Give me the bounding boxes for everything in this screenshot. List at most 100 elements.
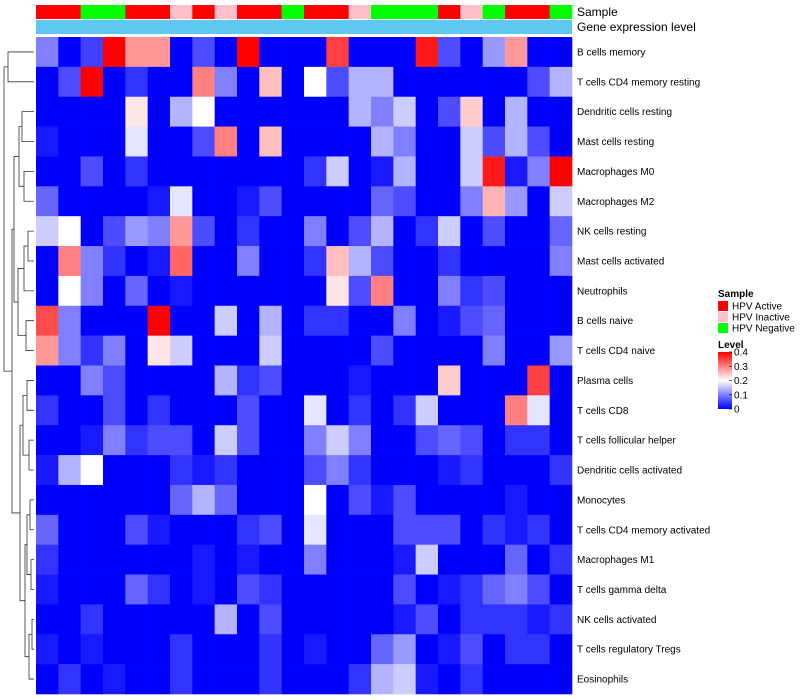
- heatmap-cell: [549, 37, 573, 68]
- heatmap-cell: [214, 455, 238, 486]
- heatmap-cell: [214, 96, 238, 127]
- heatmap-cell: [415, 604, 439, 635]
- level-legend-tick-label: 0.3: [734, 362, 748, 373]
- heatmap-cell: [170, 216, 193, 247]
- heatmap-cell: [125, 66, 148, 98]
- heatmap-cell: [80, 604, 104, 635]
- heatmap-cell: [147, 156, 171, 187]
- heatmap-cell: [259, 455, 282, 486]
- heatmap-cell: [170, 664, 193, 695]
- heatmap-cell: [371, 246, 394, 277]
- heatmap-cell: [304, 37, 327, 68]
- heatmap-cell: [326, 514, 349, 545]
- heatmap-cell: [527, 425, 550, 456]
- heatmap-cell: [393, 126, 416, 157]
- heatmap-cell: [326, 96, 349, 127]
- heatmap-cell: [393, 365, 416, 396]
- heatmap-cell: [58, 275, 81, 307]
- heatmap-cell: [125, 335, 148, 366]
- heatmap-cell: [348, 455, 372, 486]
- heatmap-cell: [393, 544, 416, 575]
- heatmap-cell: [80, 335, 104, 366]
- heatmap-cell: [371, 604, 394, 635]
- heatmap-cell: [505, 634, 528, 665]
- heatmap-cell: [214, 514, 238, 545]
- heatmap-cell: [505, 484, 528, 516]
- heatmap-cell: [192, 186, 215, 217]
- heatmap-cell: [348, 365, 372, 396]
- heatmap-cell: [348, 335, 372, 366]
- heatmap-cell: [58, 335, 81, 366]
- heatmap-cell: [460, 66, 483, 98]
- heatmap-cell: [281, 96, 305, 127]
- sample-annotation-cell: [371, 5, 394, 19]
- sample-legend-swatch: [718, 301, 728, 311]
- heatmap-cell: [482, 365, 506, 396]
- heatmap-cell: [393, 484, 416, 516]
- heatmap-cell: [214, 66, 238, 98]
- heatmap-cell: [549, 156, 573, 187]
- heatmap-cell: [304, 156, 327, 187]
- heatmap-cell: [527, 634, 550, 665]
- heatmap-cell: [393, 455, 416, 486]
- sample-legend-title: Sample: [718, 289, 754, 300]
- sample-annotation-cell: [415, 5, 439, 19]
- heatmap-cell: [125, 246, 148, 277]
- heatmap-cell: [505, 604, 528, 635]
- heatmap-cell: [192, 156, 215, 187]
- heatmap-cell: [393, 604, 416, 635]
- heatmap-cell: [281, 365, 305, 396]
- heatmap-cell: [326, 455, 349, 486]
- heatmap-cell: [371, 186, 394, 217]
- heatmap-cell: [103, 37, 126, 68]
- row-label: Monocytes: [577, 495, 625, 506]
- sample-annotation-cell: [281, 5, 305, 19]
- heatmap-cell: [549, 574, 573, 605]
- heatmap-cell: [237, 96, 260, 127]
- heatmap-cell: [58, 66, 81, 98]
- heatmap-cell: [348, 156, 372, 187]
- heatmap-cell: [36, 484, 59, 516]
- heatmap-cell: [549, 66, 573, 98]
- heatmap-cell: [527, 186, 550, 217]
- heatmap-cell: [482, 246, 506, 277]
- heatmap-cell: [438, 335, 461, 366]
- heatmap-cell: [304, 574, 327, 605]
- heatmap-cell: [103, 305, 126, 336]
- heatmap-cell: [80, 66, 104, 98]
- heatmap-cell: [527, 604, 550, 635]
- heatmap-cell: [348, 395, 372, 426]
- heatmap-cell: [482, 664, 506, 695]
- heatmap-cell: [505, 186, 528, 217]
- heatmap-cell: [36, 425, 59, 456]
- sample-legend-label: HPV Negative: [732, 324, 795, 335]
- heatmap-cell: [259, 66, 282, 98]
- heatmap-cell: [214, 126, 238, 157]
- heatmap-cell: [147, 126, 171, 157]
- heatmap-cell: [371, 574, 394, 605]
- heatmap-cell: [237, 484, 260, 516]
- heatmap-cell: [214, 275, 238, 307]
- heatmap-cell: [482, 544, 506, 575]
- heatmap-cell: [438, 484, 461, 516]
- heatmap-cell: [549, 126, 573, 157]
- heatmap-cell: [460, 514, 483, 545]
- heatmap-cell: [348, 186, 372, 217]
- heatmap-cell: [237, 335, 260, 366]
- heatmap-cell: [482, 395, 506, 426]
- sample-annotation-cell: [527, 5, 550, 19]
- heatmap-cell: [103, 216, 126, 247]
- heatmap-cell: [147, 574, 171, 605]
- heatmap-cell: [192, 634, 215, 665]
- heatmap-cell: [438, 246, 461, 277]
- heatmap-cell: [214, 544, 238, 575]
- heatmap-cell: [482, 126, 506, 157]
- heatmap-cell: [259, 395, 282, 426]
- heatmap-cell: [326, 365, 349, 396]
- heatmap-cell: [58, 664, 81, 695]
- heatmap-cell: [505, 37, 528, 68]
- heatmap-cell: [549, 455, 573, 486]
- sample-legend-swatch: [718, 323, 728, 333]
